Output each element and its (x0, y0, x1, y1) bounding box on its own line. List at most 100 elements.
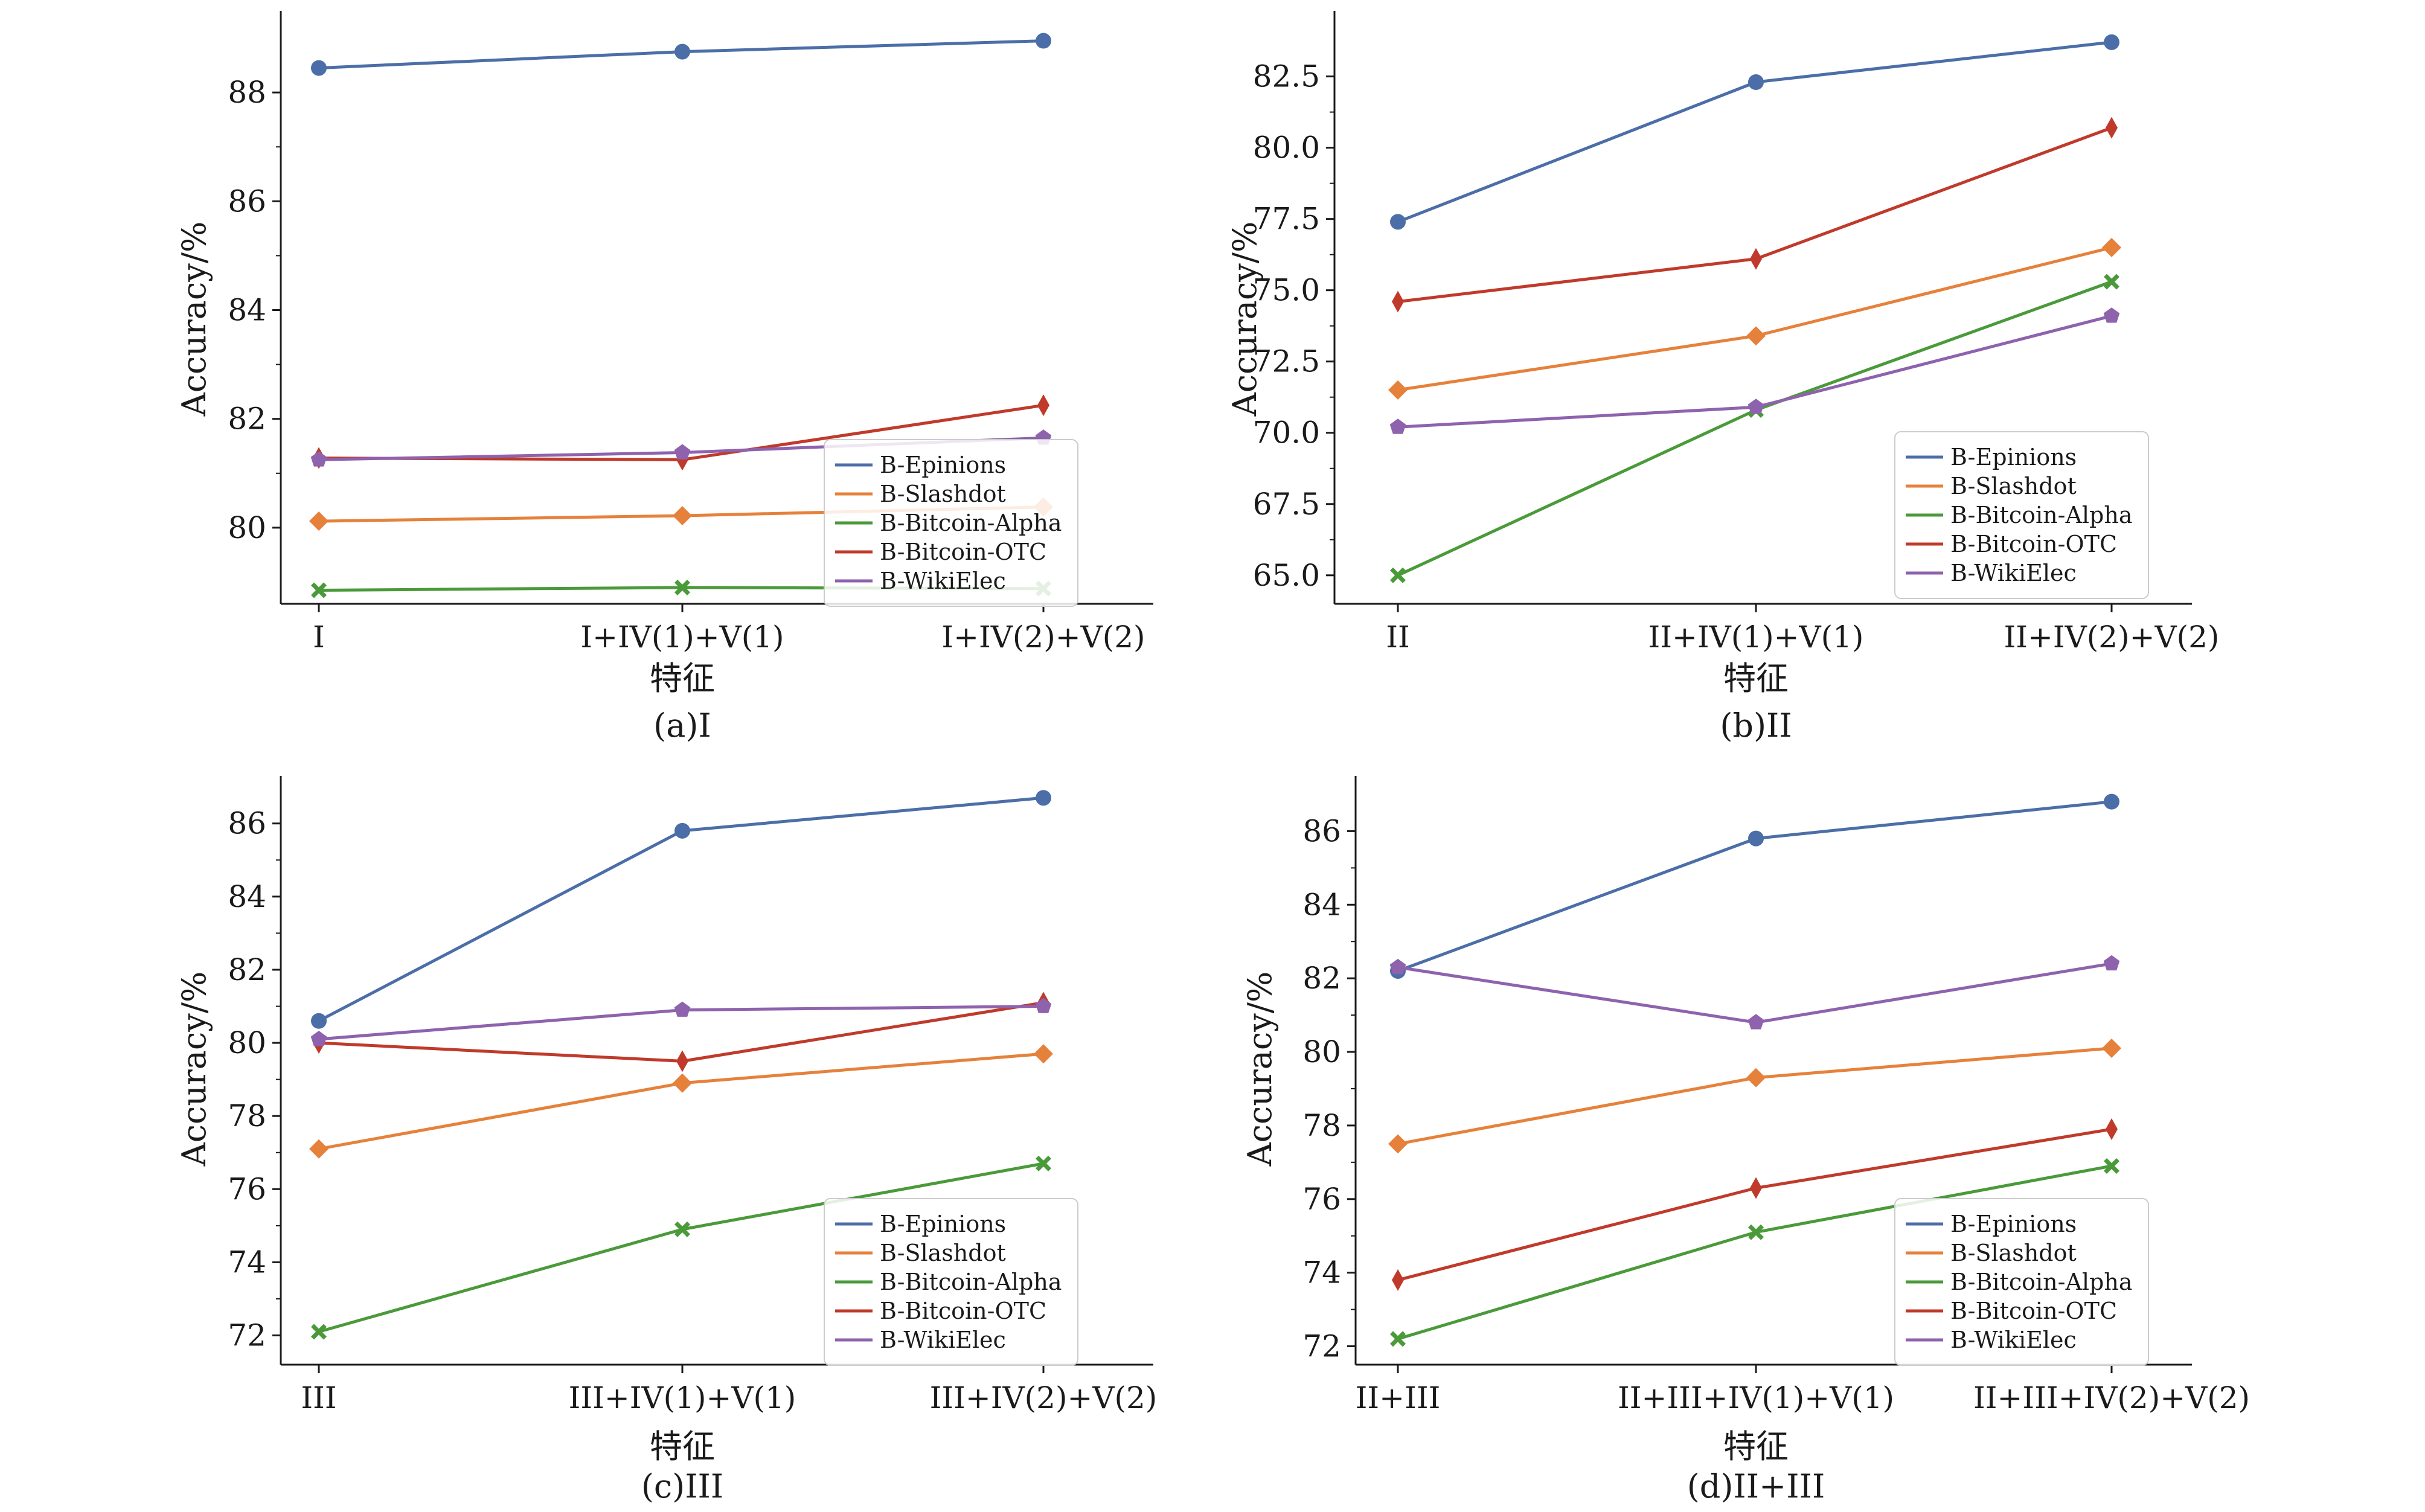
data-point-b-bitcoin-alpha (311, 582, 327, 598)
data-point-b-epinions (1390, 214, 1406, 230)
y-tick-label: 80 (1302, 1034, 1341, 1069)
data-point-b-slashdot (673, 506, 692, 526)
legend-box (1894, 1198, 2149, 1366)
legend-label: B-WikiElec (1950, 1327, 2077, 1353)
data-point-b-slashdot (1746, 326, 1766, 346)
subplot-caption: (c)III (641, 1467, 723, 1505)
data-point-b-bitcoin-alpha (1748, 1224, 1764, 1240)
data-point-b-bitcoin-alpha (1390, 567, 1406, 583)
y-tick-label: 65.0 (1253, 558, 1320, 593)
data-point-b-slashdot (1746, 1068, 1766, 1088)
y-tick-label: 84 (1302, 887, 1341, 922)
data-point-b-wikielec (310, 451, 327, 467)
data-point-b-epinions (2104, 793, 2119, 810)
xlabel: 特征 (1723, 1427, 1789, 1466)
subplot-caption: (a)I (653, 706, 711, 745)
subplot-caption: (b)II (1720, 706, 1792, 745)
xlabel: 特征 (650, 1427, 715, 1466)
data-point-b-slashdot (673, 1073, 692, 1093)
data-point-b-slashdot (2102, 1038, 2121, 1058)
data-point-b-bitcoin-otc (1392, 290, 1404, 313)
subplot-b: Accuracy/% 特征 (b)II 65.0 67.5 70.0 72.5 75.0… (1226, 11, 2219, 745)
data-point-b-bitcoin-alpha (2104, 274, 2119, 290)
x-tick-label: I+IV(2)+V(2) (941, 620, 1145, 655)
data-point-b-slashdot (1034, 1044, 1053, 1064)
legend-label: B-Slashdot (880, 481, 1006, 507)
y-tick-label: 72.5 (1253, 344, 1320, 379)
legend-label: B-Bitcoin-Alpha (880, 1269, 1062, 1295)
legend: B-Epinions B-Slashdot B-Bitcoin-Alpha B-Bit… (1894, 431, 2149, 599)
y-tick-label: 75.0 (1253, 273, 1320, 308)
y-tick-label: 78 (228, 1098, 266, 1133)
legend-label: B-WikiElec (880, 568, 1006, 594)
y-tick-label: 70.0 (1253, 415, 1320, 450)
y-tick-label: 80.0 (1253, 130, 1320, 165)
legend-label: B-Epinions (1950, 1211, 2077, 1237)
ylabel: Accuracy/% (1226, 222, 1264, 417)
data-point-b-wikielec (674, 1001, 691, 1017)
y-tick-label: 86 (228, 806, 266, 841)
x-tick-label: III+IV(1)+V(1) (569, 1380, 796, 1415)
y-tick-label: 74 (228, 1245, 266, 1280)
data-point-b-bitcoin-alpha (2104, 1158, 2119, 1174)
y-tick-label: 80 (228, 1025, 266, 1060)
y-tick-label: 86 (228, 184, 266, 219)
data-point-b-epinions (1036, 790, 1051, 806)
data-point-b-bitcoin-otc (1750, 1177, 1762, 1199)
data-point-b-bitcoin-alpha (674, 1221, 690, 1237)
legend-label: B-Epinions (880, 1211, 1006, 1237)
legend-label: B-Slashdot (1950, 473, 2077, 499)
data-point-b-bitcoin-alpha (311, 1324, 327, 1340)
legend-label: B-Bitcoin-OTC (880, 539, 1046, 565)
data-point-b-wikielec (1747, 1014, 1764, 1030)
subplot-caption: (d)II+III (1687, 1467, 1825, 1505)
data-point-b-wikielec (1389, 418, 1406, 434)
y-tick-label: 82 (228, 402, 266, 437)
data-point-b-epinions (2104, 34, 2119, 50)
legend-label: B-Bitcoin-Alpha (880, 510, 1062, 536)
series-line-b-epinions (1397, 40, 2112, 223)
legend: B-Epinions B-Slashdot B-Bitcoin-Alpha B-Bit… (824, 1198, 1078, 1366)
subplot-c: Accuracy/% 特征 (c)III 72 74 76 78 80 82 84 86 III… (175, 776, 1157, 1505)
data-point-b-bitcoin-alpha (1036, 1155, 1051, 1171)
data-point-b-wikielec (1035, 998, 1052, 1013)
legend: B-Epinions B-Slashdot B-Bitcoin-Alpha B-Bit… (824, 439, 1078, 607)
data-point-b-epinions (1036, 33, 1051, 49)
y-tick-label: 84 (228, 293, 266, 328)
legend-label: B-Epinions (1950, 444, 2077, 470)
y-tick-label: 77.5 (1253, 202, 1320, 237)
data-point-b-bitcoin-otc (676, 1050, 688, 1072)
legend-label: B-Bitcoin-OTC (1950, 531, 2117, 557)
subplot-a: Accuracy/% 特征 (a)I 80 82 84 86 88 I I+IV(1)+V(… (175, 11, 1153, 745)
data-point-b-bitcoin-otc (2106, 117, 2118, 139)
data-point-b-wikielec (1389, 958, 1406, 975)
legend-box (824, 439, 1078, 607)
y-tick-label: 80 (228, 510, 266, 545)
y-tick-label: 82 (228, 952, 266, 987)
xlabel: 特征 (650, 659, 715, 697)
legend-label: B-WikiElec (880, 1327, 1006, 1353)
data-point-b-slashdot (309, 511, 328, 531)
y-tick-label: 82.5 (1253, 59, 1320, 94)
y-tick-label: 76 (228, 1171, 266, 1206)
data-point-b-bitcoin-otc (2106, 1118, 2118, 1140)
series-line-b-slashdot (1397, 1046, 2112, 1145)
data-point-b-slashdot (1388, 1134, 1408, 1154)
data-point-b-epinions (311, 1013, 327, 1029)
data-point-b-bitcoin-otc (1037, 394, 1049, 417)
legend-box (824, 1198, 1078, 1366)
x-tick-label: II (1386, 620, 1410, 655)
x-tick-label: III+IV(2)+V(2) (930, 1380, 1158, 1415)
y-tick-label: 84 (228, 879, 266, 914)
data-point-b-epinions (311, 60, 327, 76)
data-point-b-epinions (1748, 74, 1764, 91)
y-tick-label: 76 (1302, 1182, 1341, 1217)
x-tick-label: II+IV(2)+V(2) (2004, 620, 2220, 655)
x-tick-label: I+IV(1)+V(1) (580, 620, 784, 655)
y-tick-label: 72 (1302, 1329, 1341, 1364)
data-point-b-wikielec (2103, 955, 2120, 971)
y-tick-label: 78 (1302, 1108, 1341, 1143)
series-line-b-epinions (1397, 800, 2112, 973)
data-point-b-epinions (1748, 830, 1764, 847)
